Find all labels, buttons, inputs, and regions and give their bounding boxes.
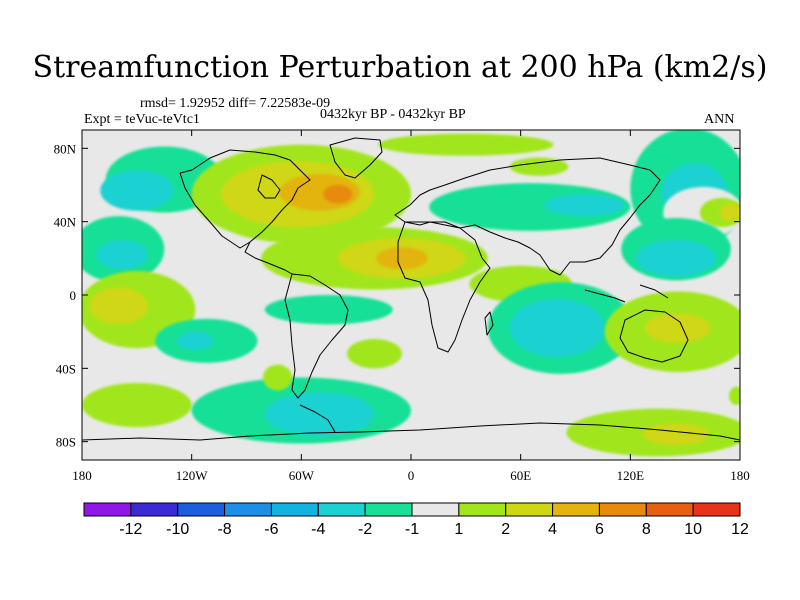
colorbar-label-9: 4 bbox=[548, 521, 557, 538]
contour-region-0 bbox=[378, 133, 554, 156]
contour-region-38 bbox=[643, 423, 709, 446]
colorbar-swatch-3 bbox=[224, 502, 272, 517]
colorbar-swatch-11 bbox=[598, 502, 647, 517]
y-tick-label-0: 80N bbox=[54, 141, 77, 156]
contour-region-39 bbox=[729, 386, 740, 405]
colorbar-swatch-13 bbox=[692, 502, 741, 517]
contour-region-31 bbox=[264, 295, 393, 325]
y-tick-label-2: 0 bbox=[70, 288, 77, 303]
x-axis: 180 120W 60W 0 60E 120E 180 bbox=[72, 130, 750, 483]
colorbar-swatch-5 bbox=[317, 502, 366, 517]
contour-region-14 bbox=[719, 203, 740, 222]
contour-region-26 bbox=[644, 313, 711, 343]
x-tick-label-3: 0 bbox=[408, 468, 415, 483]
colorbar-label-3: -6 bbox=[264, 521, 278, 538]
colorbar-label-0: -12 bbox=[119, 521, 142, 538]
contour-region-18 bbox=[96, 240, 148, 270]
colorbar-swatch-9 bbox=[505, 502, 554, 517]
colorbar-label-12: 10 bbox=[684, 521, 702, 538]
colorbar-swatch-1 bbox=[130, 502, 179, 517]
contour-region-7 bbox=[323, 185, 353, 204]
colorbar: -12 -10 -8 -6 -4 -2 -1 1 2 4 6 8 10 12 bbox=[83, 502, 749, 538]
colorbar-label-2: -8 bbox=[217, 521, 231, 538]
colorbar-swatch-8 bbox=[458, 502, 507, 517]
y-tick-label-4: 80S bbox=[56, 435, 76, 450]
colorbar-swatch-6 bbox=[364, 502, 413, 517]
contour-region-3 bbox=[100, 170, 174, 211]
y-tick-label-1: 40N bbox=[54, 215, 77, 230]
y-tick-label-3: 40S bbox=[56, 361, 76, 376]
contour-region-30 bbox=[177, 331, 214, 351]
x-tick-label-6: 180 bbox=[730, 468, 750, 483]
colorbar-swatch-0 bbox=[83, 502, 132, 517]
contour-region-21 bbox=[376, 247, 428, 270]
chart-title: Streamfunction Perturbation at 200 hPa (… bbox=[32, 50, 768, 85]
colorbar-swatch-12 bbox=[645, 502, 694, 517]
colorbar-label-11: 8 bbox=[642, 521, 651, 538]
season-label: ANN bbox=[704, 112, 735, 127]
contour-fill-layer bbox=[82, 130, 740, 457]
contour-region-36 bbox=[262, 364, 293, 391]
x-tick-label-1: 120W bbox=[176, 468, 209, 483]
colorbar-label-5: -2 bbox=[358, 521, 372, 538]
colorbar-swatch-10 bbox=[552, 502, 600, 517]
contour-region-33 bbox=[82, 383, 192, 427]
x-tick-label-0: 180 bbox=[72, 468, 92, 483]
coastline-layer bbox=[82, 137, 740, 441]
x-tick-label-5: 120E bbox=[617, 468, 645, 483]
colorbar-label-1: -10 bbox=[166, 521, 189, 538]
period-label: 0432kyr BP - 0432kyr BP bbox=[320, 107, 466, 122]
contour-region-1 bbox=[509, 157, 569, 176]
colorbar-label-13: 12 bbox=[731, 521, 749, 538]
colorbar-label-7: 1 bbox=[454, 521, 463, 538]
x-tick-label-4: 60E bbox=[510, 468, 531, 483]
contour-region-16 bbox=[635, 240, 717, 277]
colorbar-label-10: 6 bbox=[595, 521, 604, 538]
contour-region-9 bbox=[544, 194, 625, 217]
colorbar-swatch-4 bbox=[270, 502, 319, 517]
contour-region-35 bbox=[264, 392, 375, 437]
contour-region-32 bbox=[347, 339, 402, 369]
contour-region-24 bbox=[509, 298, 605, 358]
colorbar-label-8: 2 bbox=[501, 521, 510, 538]
y-axis: 80N 40N 0 40S 80S bbox=[54, 141, 740, 450]
colorbar-swatch-7 bbox=[411, 502, 460, 517]
colorbar-label-6: -1 bbox=[405, 521, 419, 538]
stats-label: rmsd= 1.92952 diff= 7.22583e-09 bbox=[140, 96, 331, 111]
x-tick-label-2: 60W bbox=[289, 468, 315, 483]
colorbar-swatch-2 bbox=[177, 502, 226, 517]
experiment-label: Expt = teVuc-teVtc1 bbox=[84, 112, 200, 127]
colorbar-label-4: -4 bbox=[311, 521, 325, 538]
contour-region-28 bbox=[89, 287, 148, 325]
